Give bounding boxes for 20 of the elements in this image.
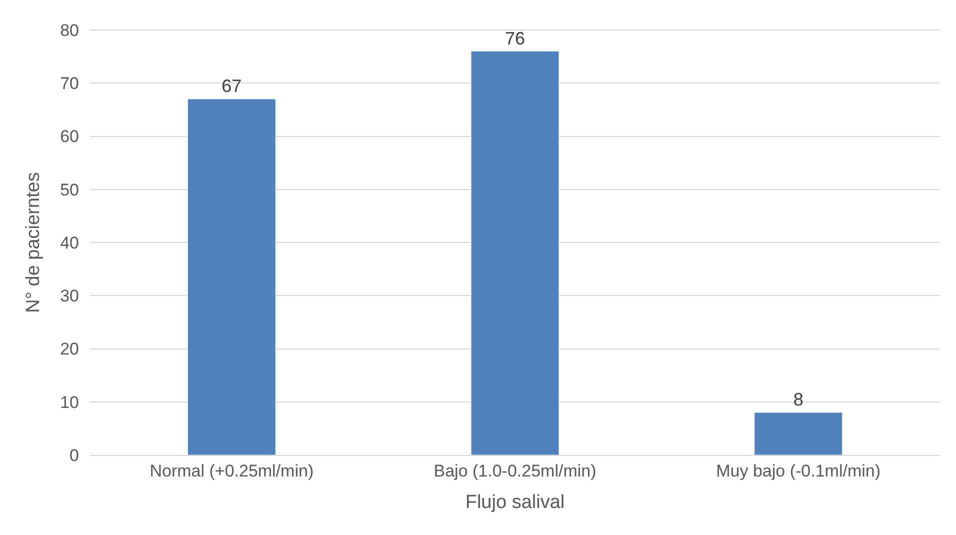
data-label: 76 (504, 28, 526, 48)
x-tick-label: Muy bajo (-0.1ml/min) (716, 461, 881, 480)
y-tick-label: 30 (60, 286, 79, 306)
bar (188, 98, 276, 455)
y-tick-label: 40 (60, 233, 79, 252)
bar (754, 412, 842, 455)
x-tick-label: Normal (+0.25ml/min) (150, 461, 314, 480)
x-axis-title: Flujo salival (465, 492, 565, 514)
y-tick-label: 80 (60, 20, 79, 40)
y-tick-label: 20 (60, 340, 79, 359)
x-tick-label: Bajo (1.0-0.25ml/min) (434, 461, 596, 480)
y-tick-label: 0 (70, 446, 79, 465)
y-tick-label: 10 (60, 392, 79, 412)
y-tick-label: 50 (60, 180, 79, 200)
y-tick-label: 60 (60, 127, 79, 146)
y-tick-label: 70 (60, 74, 79, 94)
data-label: 67 (222, 76, 242, 96)
data-label: 8 (793, 390, 804, 410)
bar (470, 51, 560, 455)
y-axis-title: N° de pacierntes (22, 172, 44, 313)
